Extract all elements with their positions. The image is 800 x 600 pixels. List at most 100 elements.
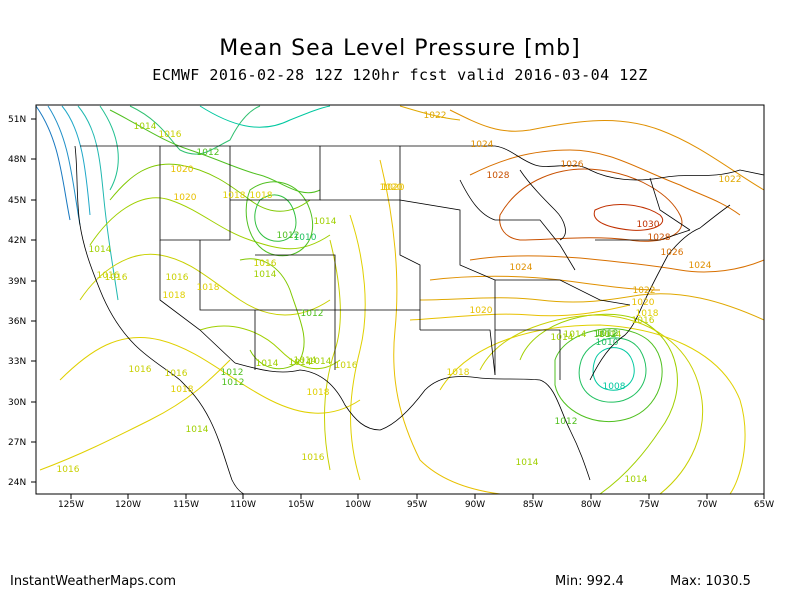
min-pressure: Min: 992.4 [555, 574, 624, 589]
isobar-label: 1018 [447, 368, 470, 378]
isobar-label: 1020 [382, 183, 405, 193]
longitude-label: 65W [754, 500, 774, 510]
isobar-line [409, 304, 631, 321]
isobar-label: 1016 [302, 453, 325, 463]
longitude-label: 110W [230, 500, 256, 510]
isobar-line [254, 194, 297, 242]
isobar-label: 1014 [254, 270, 277, 280]
isobar-line [592, 347, 635, 391]
latitude-label: 33N [8, 357, 26, 367]
longitude-label: 85W [523, 500, 543, 510]
isobar-line [578, 337, 647, 403]
longitude-label: 75W [639, 500, 659, 510]
latitude-label: 24N [8, 478, 26, 488]
isobar-labels: 1022 1024 1026 1028 1022 1020 1030 1028 1026 1024… [57, 111, 742, 485]
border-line [159, 146, 231, 241]
border-line [589, 204, 731, 381]
isobar-label: 1016 [129, 365, 152, 375]
latitude-label: 51N [8, 115, 26, 125]
isobar-label: 1022 [633, 286, 656, 296]
isobar-label: 1016 [632, 316, 655, 326]
isobar-label: 1018 [223, 191, 246, 201]
isobar-line [379, 159, 501, 494]
isobar-label: 1016 [165, 369, 188, 379]
isobar-label: 1016 [105, 273, 128, 283]
isobar-label: 1020 [632, 298, 655, 308]
isobar-line [469, 255, 764, 273]
isobar-label: 1022 [719, 175, 742, 185]
isobar-label: 1024 [471, 140, 494, 150]
isobar-label: 1020 [171, 165, 194, 175]
isobar-label: 1020 [380, 183, 403, 193]
isobar-label: 1020 [174, 193, 197, 203]
isobar-label: 1012 [301, 309, 324, 319]
longitude-label: 90W [465, 500, 485, 510]
border-line [649, 177, 691, 231]
latitude-labels: 51N 48N 45N 42N 39N 36N 33N 30N 27N 24N [8, 115, 36, 488]
isobar-label: 1016 [335, 361, 358, 371]
isobar-label: 1018 [250, 191, 273, 201]
isobar-label: 1014 [134, 122, 157, 132]
latitude-label: 27N [8, 438, 26, 448]
isobar-label: 1014 [186, 425, 209, 435]
isobar-line [449, 109, 764, 191]
isobar-label: 1022 [424, 111, 447, 121]
border-line [255, 254, 420, 311]
isobar-label: 1014 [625, 475, 648, 485]
border-line [519, 169, 566, 241]
border-line [420, 329, 496, 376]
coastline [74, 145, 245, 494]
isobar-label: 1016 [57, 465, 80, 475]
isobar-label: 1016 [166, 273, 189, 283]
border-line [595, 229, 691, 241]
isobar-label: 1014 [516, 458, 539, 468]
latitude-label: 30N [8, 398, 26, 408]
isobar-label: 1026 [561, 160, 584, 170]
border-line [255, 309, 336, 370]
isobar-label: 1014 [256, 359, 279, 369]
isobar-label: 1014 [551, 333, 574, 343]
isobar-label: 1014 [294, 356, 317, 366]
isobar-line [593, 204, 663, 231]
latitude-label: 39N [8, 277, 26, 287]
isobar-label: 1024 [510, 263, 533, 273]
longitude-label: 115W [173, 500, 199, 510]
isobar-line [245, 181, 314, 257]
isobar-line [61, 105, 91, 216]
latitude-label: 45N [8, 196, 26, 206]
isobar-label: 1014 [89, 245, 112, 255]
isobar-label: 1016 [97, 271, 120, 281]
latitude-label: 42N [8, 236, 26, 246]
isobar-line [89, 197, 331, 250]
isobar-line [349, 214, 366, 481]
isobar-line [47, 105, 81, 226]
isobar-line [109, 163, 311, 212]
isobar-line [499, 168, 683, 242]
isobar-line [479, 314, 704, 494]
isobar-label: 1014 [309, 357, 332, 367]
map-subtitle: ECMWF 2016-02-28 12Z 120hr fcst valid 20… [152, 66, 648, 84]
map-boundaries [74, 145, 764, 494]
isobar-line [199, 105, 331, 128]
isobar-label: 1014 [314, 217, 337, 227]
isobar-line [199, 325, 341, 370]
isobar-label: 1018 [636, 309, 659, 319]
border-line [399, 146, 496, 375]
longitude-labels: 125W 120W 115W 110W 105W 100W 95W 90W 85W 80W 75W 7… [58, 494, 774, 510]
isobar-label: 1010 [596, 338, 619, 348]
isobar-label: 1010 [294, 233, 317, 243]
isobar-line [39, 359, 231, 471]
isobar-line [429, 275, 661, 291]
isobar-label: 1028 [487, 171, 510, 181]
isobar-line [59, 336, 361, 414]
isobar-line [439, 324, 746, 494]
isobar-label: 1012 [594, 330, 617, 340]
isobar-line [554, 328, 663, 423]
isobar-label: 1014 [599, 330, 622, 340]
isobar-line [519, 313, 678, 494]
isobar-label: 1018 [307, 388, 330, 398]
border-line [234, 362, 481, 431]
isobar-line [239, 258, 305, 370]
max-pressure: Max: 1030.5 [670, 574, 751, 589]
